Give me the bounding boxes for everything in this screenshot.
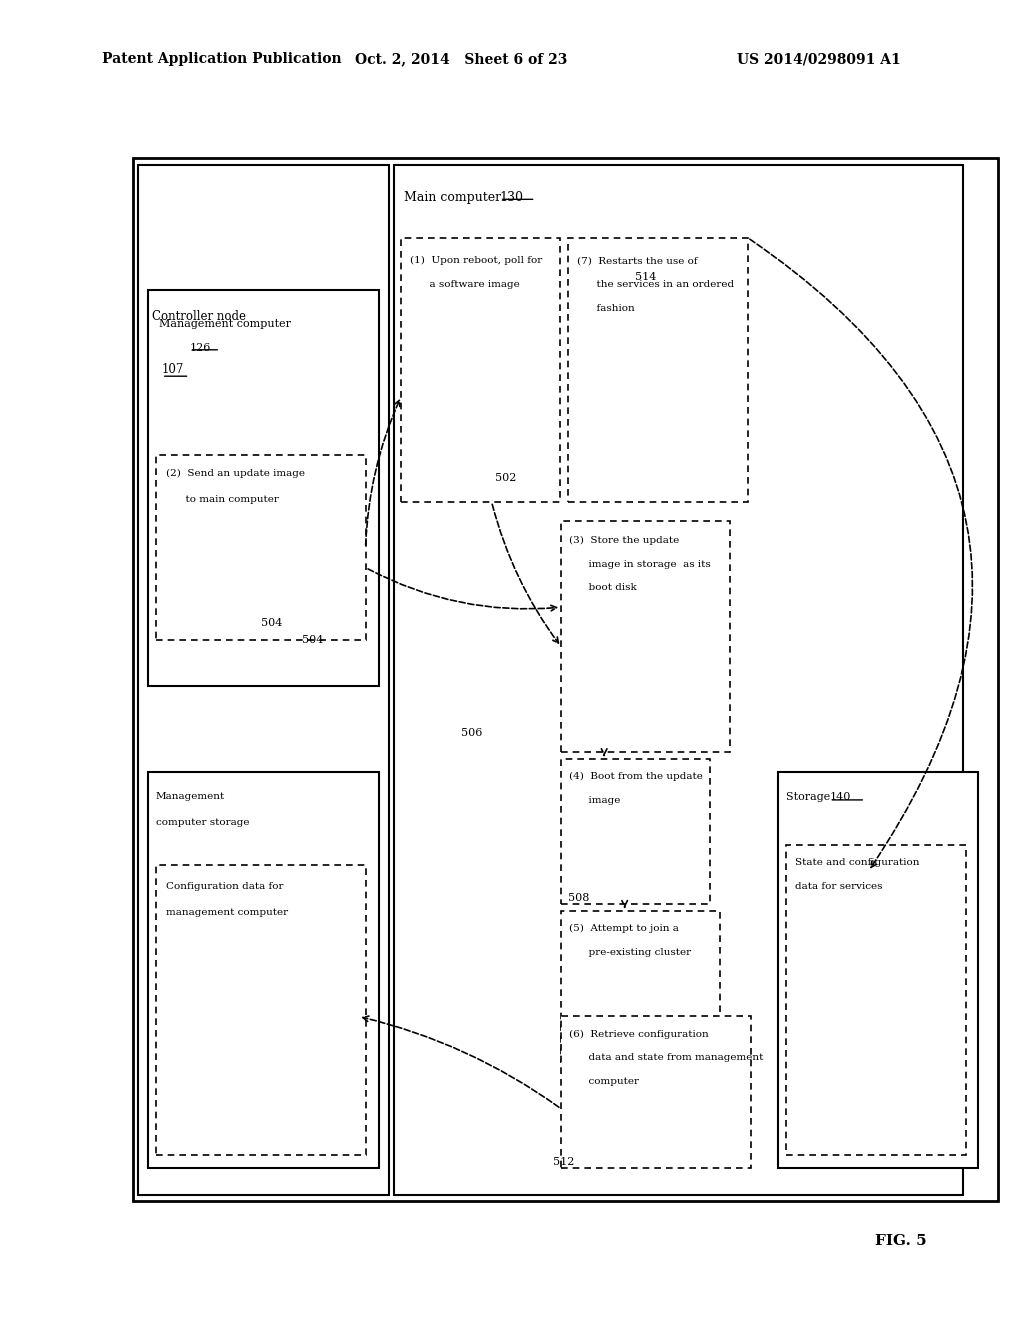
Bar (561, 1016, 751, 1168)
Text: FIG. 5: FIG. 5 (876, 1234, 927, 1247)
Bar (133, 158, 998, 1201)
Text: (6)  Retrieve configuration: (6) Retrieve configuration (569, 1030, 709, 1039)
Bar (568, 238, 748, 502)
Text: fashion: fashion (577, 304, 634, 313)
Text: 506: 506 (461, 727, 482, 738)
Text: Storage: Storage (786, 792, 835, 803)
Bar (778, 772, 978, 1168)
Text: Management computer: Management computer (159, 319, 291, 330)
Text: 508: 508 (568, 892, 590, 903)
Text: image in storage  as its: image in storage as its (569, 560, 711, 569)
Text: 510: 510 (568, 1051, 590, 1061)
Bar (394, 165, 963, 1195)
Bar (786, 845, 966, 1155)
Text: (5)  Attempt to join a: (5) Attempt to join a (569, 924, 679, 933)
Text: Patent Application Publication: Patent Application Publication (102, 53, 342, 66)
Text: 514: 514 (635, 272, 656, 282)
Text: 130: 130 (500, 191, 523, 205)
Bar (138, 165, 389, 1195)
Text: 502: 502 (495, 473, 516, 483)
Text: (3)  Store the update: (3) Store the update (569, 536, 680, 545)
Text: boot disk: boot disk (569, 583, 637, 593)
Text: US 2014/0298091 A1: US 2014/0298091 A1 (737, 53, 901, 66)
Text: image: image (569, 796, 621, 805)
Bar (561, 759, 710, 904)
Bar (156, 455, 366, 640)
Text: computer: computer (569, 1077, 639, 1086)
Text: computer storage: computer storage (156, 818, 249, 828)
Text: the services in an ordered: the services in an ordered (577, 280, 733, 289)
Text: (1)  Upon reboot, poll for: (1) Upon reboot, poll for (410, 256, 542, 265)
Bar (401, 238, 560, 502)
Text: 504: 504 (261, 618, 283, 628)
Text: to main computer: to main computer (166, 495, 279, 504)
Text: Oct. 2, 2014   Sheet 6 of 23: Oct. 2, 2014 Sheet 6 of 23 (354, 53, 567, 66)
Bar (148, 772, 379, 1168)
Text: Management: Management (156, 792, 225, 801)
Text: 504: 504 (302, 635, 324, 645)
Text: 126: 126 (189, 343, 211, 354)
Text: 107: 107 (162, 363, 184, 376)
Bar (561, 911, 720, 1063)
Text: State and configuration: State and configuration (795, 858, 920, 867)
Text: 140: 140 (829, 792, 851, 803)
Text: management computer: management computer (166, 908, 288, 917)
Text: data for services: data for services (795, 882, 882, 891)
Text: 512: 512 (553, 1156, 574, 1167)
Text: (2)  Send an update image: (2) Send an update image (166, 469, 305, 478)
Text: Main computer: Main computer (404, 191, 506, 205)
Text: pre-existing cluster: pre-existing cluster (569, 948, 691, 957)
Text: data and state from management: data and state from management (569, 1053, 764, 1063)
Text: Configuration data for: Configuration data for (166, 882, 284, 891)
Text: (4)  Boot from the update: (4) Boot from the update (569, 772, 703, 781)
Text: (7)  Restarts the use of: (7) Restarts the use of (577, 256, 697, 265)
Bar (156, 865, 366, 1155)
Text: a software image: a software image (410, 280, 519, 289)
Bar (561, 521, 730, 752)
Text: Controller node: Controller node (152, 310, 246, 323)
Bar (148, 290, 379, 686)
